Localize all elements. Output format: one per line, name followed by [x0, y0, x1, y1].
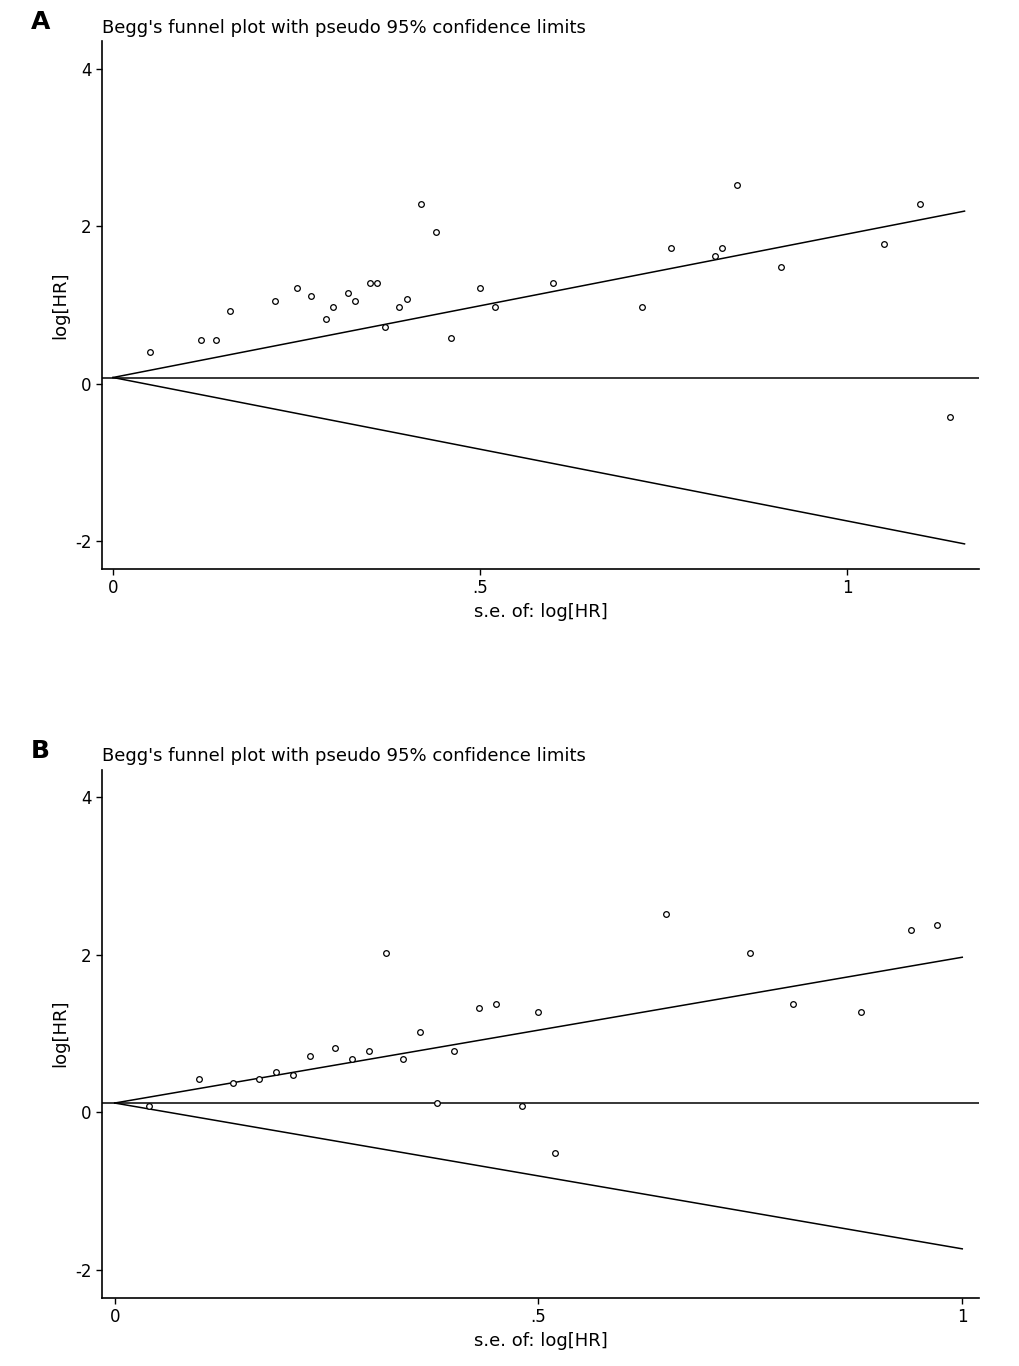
Point — [662, 238, 679, 260]
Point — [142, 342, 158, 363]
Y-axis label: log[HR]: log[HR] — [52, 272, 69, 339]
Point — [376, 316, 392, 337]
Point — [772, 257, 789, 279]
Point — [657, 903, 674, 925]
Text: Begg's funnel plot with pseudo 95% confidence limits: Begg's funnel plot with pseudo 95% confi… — [102, 19, 585, 37]
Point — [442, 328, 459, 350]
Point — [445, 1040, 462, 1061]
Point — [413, 193, 429, 214]
Point — [472, 277, 488, 299]
Point — [927, 914, 944, 936]
Point — [398, 288, 415, 310]
Point — [266, 290, 282, 311]
Point — [412, 1022, 428, 1044]
Point — [317, 309, 333, 331]
Point — [208, 329, 224, 351]
Point — [225, 1071, 242, 1093]
Point — [327, 1037, 343, 1059]
Point — [339, 283, 356, 305]
Point — [545, 272, 561, 294]
Point — [222, 301, 238, 322]
Point — [486, 295, 502, 317]
Point — [192, 1068, 208, 1090]
Point — [547, 1142, 564, 1164]
Point — [903, 919, 919, 941]
Y-axis label: log[HR]: log[HR] — [52, 1000, 69, 1067]
Point — [941, 406, 957, 428]
Point — [852, 1001, 868, 1023]
Point — [784, 993, 800, 1015]
Point — [633, 295, 649, 317]
Point — [428, 1091, 444, 1113]
Point — [251, 1068, 267, 1090]
Point — [325, 295, 341, 317]
Point — [267, 1060, 283, 1082]
Point — [427, 221, 443, 243]
Point — [361, 1040, 377, 1061]
Text: Begg's funnel plot with pseudo 95% confidence limits: Begg's funnel plot with pseudo 95% confi… — [102, 747, 585, 765]
Point — [513, 1096, 529, 1117]
Point — [742, 943, 758, 964]
Point — [713, 238, 730, 260]
Point — [911, 193, 927, 214]
X-axis label: s.e. of: log[HR]: s.e. of: log[HR] — [473, 602, 607, 622]
Point — [706, 246, 722, 268]
Point — [874, 232, 891, 254]
Point — [369, 272, 385, 294]
Point — [346, 290, 363, 311]
Text: B: B — [31, 739, 50, 762]
Point — [302, 1045, 318, 1067]
Point — [284, 1064, 301, 1086]
Point — [394, 1048, 411, 1070]
Point — [487, 993, 503, 1015]
Text: A: A — [31, 10, 50, 34]
Point — [141, 1096, 157, 1117]
Point — [362, 272, 378, 294]
Point — [193, 329, 209, 351]
Point — [530, 1001, 546, 1023]
Point — [343, 1048, 360, 1070]
Point — [377, 943, 393, 964]
X-axis label: s.e. of: log[HR]: s.e. of: log[HR] — [473, 1332, 607, 1350]
Point — [471, 997, 487, 1019]
Point — [303, 284, 319, 306]
Point — [729, 175, 745, 197]
Point — [390, 295, 407, 317]
Point — [288, 277, 305, 299]
